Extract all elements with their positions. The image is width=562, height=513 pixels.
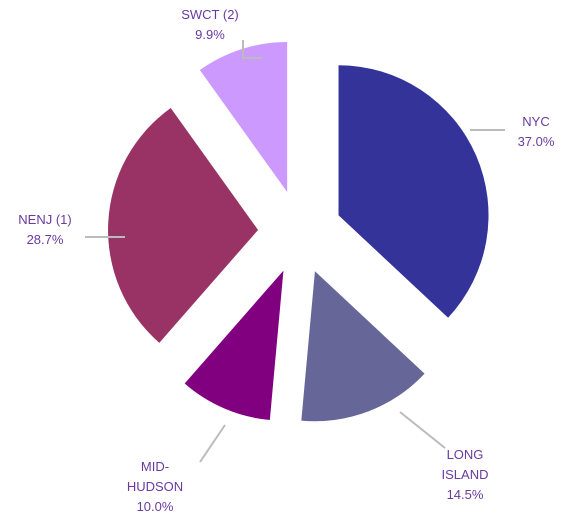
category-label: NYC	[522, 114, 550, 129]
pie-slice	[301, 271, 425, 422]
value-label: 14.5%	[446, 487, 484, 502]
pie-slice	[184, 270, 284, 420]
category-label: MID-HUDSON	[126, 459, 184, 494]
slice-label: NENJ (1) 28.7%	[0, 210, 90, 250]
slice-label: NYC 37.0%	[491, 112, 562, 152]
value-label: 9.9%	[195, 27, 225, 42]
leader-line	[242, 40, 262, 59]
category-label: SWCT (2)	[181, 7, 239, 22]
value-label: 10.0%	[136, 499, 174, 513]
category-label: LONG ISLAND	[441, 447, 489, 482]
leader-line	[199, 424, 226, 463]
pie-slice	[108, 107, 259, 343]
slice-label: LONG ISLAND 14.5%	[425, 445, 505, 505]
slice-label: SWCT (2) 9.9%	[165, 5, 255, 45]
leader-line	[399, 411, 446, 449]
category-label: NENJ (1)	[18, 212, 72, 227]
value-label: 37.0%	[517, 134, 555, 149]
pie-slice	[199, 42, 288, 193]
value-label: 28.7%	[26, 232, 64, 247]
pie-slice	[338, 65, 489, 318]
slice-label: MID-HUDSON 10.0%	[120, 457, 190, 513]
